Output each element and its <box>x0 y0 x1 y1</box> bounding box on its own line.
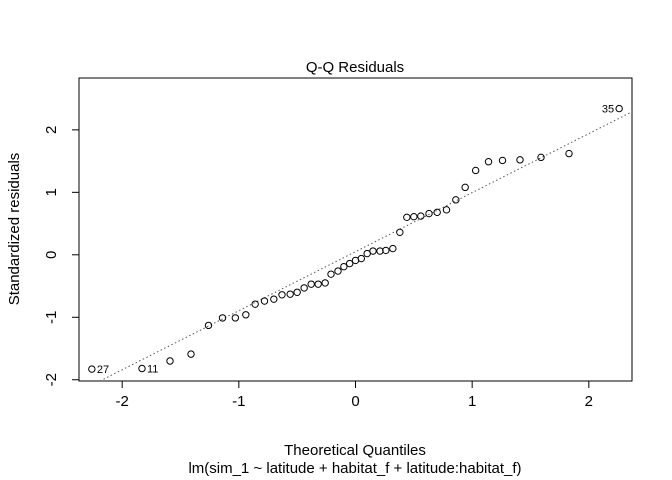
qq-reference-line <box>99 111 633 382</box>
data-point <box>307 280 315 288</box>
data-point <box>615 104 623 113</box>
data-point <box>516 156 524 164</box>
point-label: 11 <box>147 364 158 376</box>
data-point <box>382 246 390 255</box>
data-point <box>270 295 278 303</box>
y-tick-label: 0 <box>43 251 60 259</box>
data-point <box>537 153 545 162</box>
x-tick-label: 2 <box>585 393 593 410</box>
data-point <box>260 297 269 305</box>
data-point <box>88 365 96 373</box>
data-point <box>442 206 451 214</box>
data-point <box>425 209 433 218</box>
data-point <box>293 288 301 296</box>
data-point <box>433 208 441 217</box>
data-point <box>369 247 377 255</box>
data-point <box>251 300 259 308</box>
data-point <box>345 259 354 268</box>
y-tick-label: -2 <box>43 373 60 386</box>
data-point <box>340 262 348 271</box>
x-axis-title: Theoretical Quantiles <box>284 442 426 459</box>
y-tick-label: 2 <box>43 126 60 134</box>
data-point <box>396 228 404 237</box>
plot-title: Q-Q Residuals <box>306 59 404 76</box>
y-axis-title: Standardized residuals <box>6 153 23 306</box>
data-point <box>300 284 308 292</box>
x-tick-label: 1 <box>468 393 476 410</box>
data-point <box>410 212 418 221</box>
model-formula-subtitle: lm(sim_1 ~ latitude + habitat_f + latitu… <box>188 460 521 477</box>
data-point <box>278 291 286 299</box>
data-point <box>403 213 411 222</box>
data-point <box>484 158 493 166</box>
y-tick-label: -1 <box>43 311 60 324</box>
data-point <box>452 196 460 204</box>
data-point <box>334 267 342 275</box>
point-labels-layer: 27 11 35 <box>97 104 614 377</box>
data-point <box>286 290 294 298</box>
data-point <box>357 254 366 263</box>
data-point <box>314 280 322 288</box>
data-point <box>231 314 240 322</box>
data-point <box>218 314 227 322</box>
plot-frame <box>78 77 633 382</box>
y-axis: -2 -1 0 1 2 <box>43 126 80 386</box>
x-tick-label: 0 <box>351 393 359 410</box>
data-point <box>138 364 146 373</box>
x-axis: -2 -1 0 1 2 <box>115 380 593 410</box>
point-label: 27 <box>97 364 109 376</box>
data-point <box>321 279 329 287</box>
data-point <box>204 321 213 330</box>
y-tick-label: 1 <box>43 188 60 196</box>
data-point <box>471 166 480 175</box>
data-point <box>376 247 384 255</box>
data-point <box>498 156 507 165</box>
data-point <box>187 350 195 358</box>
reference-line-layer <box>99 111 633 382</box>
data-point <box>389 244 397 253</box>
data-point <box>565 149 573 158</box>
data-point <box>417 212 425 220</box>
x-tick-label: -1 <box>232 393 245 410</box>
points-layer <box>88 104 623 373</box>
point-label: 35 <box>602 104 614 116</box>
data-point <box>242 311 250 319</box>
data-point <box>327 270 335 278</box>
data-point <box>461 183 469 192</box>
data-point <box>166 357 174 365</box>
x-tick-label: -2 <box>115 393 128 410</box>
